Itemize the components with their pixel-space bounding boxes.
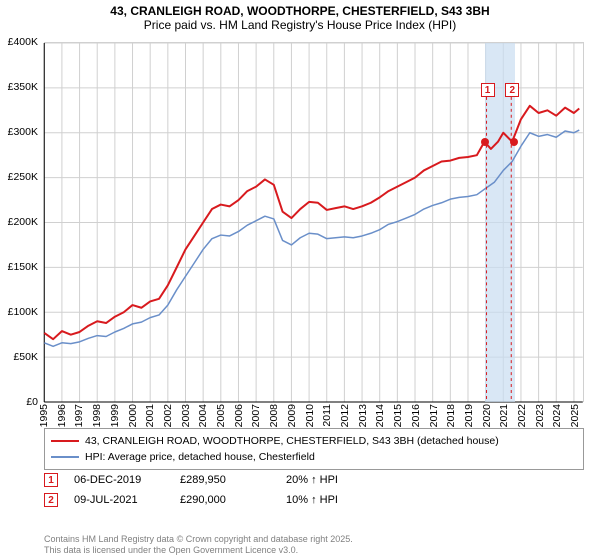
x-tick-label: 2024 [551,404,563,427]
y-tick-label: £250K [8,171,38,183]
x-tick-label: 2008 [268,404,280,427]
legend-row: HPI: Average price, detached house, Ches… [51,449,577,465]
sale-marker-icon: 1 [44,473,58,487]
sale-point-dot [481,138,489,146]
x-tick-label: 2020 [481,404,493,427]
legend-label: HPI: Average price, detached house, Ches… [85,451,315,463]
chart-plot-area: 12 [44,42,584,402]
x-tick-label: 2001 [144,404,156,427]
x-axis: 1995199619971998199920002001200220032004… [44,402,584,426]
x-tick-label: 1996 [56,404,68,427]
y-tick-label: £350K [8,81,38,93]
x-tick-label: 2023 [534,404,546,427]
x-tick-label: 2016 [410,404,422,427]
title-line2: Price paid vs. HM Land Registry's House … [8,18,592,32]
x-tick-label: 2019 [463,404,475,427]
x-tick-label: 2014 [374,404,386,427]
x-tick-label: 2011 [321,404,333,427]
sales-table: 1 06-DEC-2019 £289,950 20% ↑ HPI 2 09-JUL-202… [44,470,584,510]
x-tick-label: 2010 [304,404,316,427]
sale-delta: 10% ↑ HPI [286,494,376,506]
y-tick-label: £300K [8,126,38,138]
x-tick-label: 2013 [357,404,369,427]
sale-date: 09-JUL-2021 [74,494,164,506]
x-tick-label: 2006 [233,404,245,427]
x-tick-label: 1995 [38,404,50,427]
x-tick-label: 2018 [445,404,457,427]
sale-price: £290,000 [180,494,270,506]
sale-marker-icon: 2 [44,493,58,507]
footer: Contains HM Land Registry data © Crown c… [44,534,353,556]
title-line1: 43, CRANLEIGH ROAD, WOODTHORPE, CHESTERF… [8,4,592,18]
x-tick-label: 2021 [498,404,510,427]
x-tick-label: 2015 [392,404,404,427]
sale-point-dot [510,138,518,146]
y-tick-label: £200K [8,216,38,228]
y-tick-label: £100K [8,306,38,318]
x-tick-label: 2003 [180,404,192,427]
x-tick-label: 2005 [215,404,227,427]
chart-container: 43, CRANLEIGH ROAD, WOODTHORPE, CHESTERF… [0,0,600,560]
x-tick-label: 2007 [250,404,262,427]
legend-label: 43, CRANLEIGH ROAD, WOODTHORPE, CHESTERF… [85,435,499,447]
sale-marker-on-chart: 1 [481,83,495,97]
sale-row: 2 09-JUL-2021 £290,000 10% ↑ HPI [44,490,584,510]
y-tick-label: £150K [8,261,38,273]
sale-date: 06-DEC-2019 [74,474,164,486]
x-tick-label: 1998 [91,404,103,427]
y-tick-label: £50K [13,351,38,363]
x-tick-label: 2004 [197,404,209,427]
legend: 43, CRANLEIGH ROAD, WOODTHORPE, CHESTERF… [44,428,584,470]
y-axis: £0£50K£100K£150K£200K£250K£300K£350K£400… [0,42,42,402]
chart-series [44,43,583,402]
footer-line2: This data is licensed under the Open Gov… [44,545,353,556]
legend-swatch [51,440,79,442]
x-tick-label: 1999 [109,404,121,427]
x-tick-label: 1997 [73,404,85,427]
x-tick-label: 2009 [286,404,298,427]
sale-delta: 20% ↑ HPI [286,474,376,486]
x-tick-label: 2012 [339,404,351,427]
sale-row: 1 06-DEC-2019 £289,950 20% ↑ HPI [44,470,584,490]
chart-title: 43, CRANLEIGH ROAD, WOODTHORPE, CHESTERF… [0,0,600,34]
legend-row: 43, CRANLEIGH ROAD, WOODTHORPE, CHESTERF… [51,433,577,449]
footer-line1: Contains HM Land Registry data © Crown c… [44,534,353,545]
legend-swatch [51,456,79,458]
sale-price: £289,950 [180,474,270,486]
x-tick-label: 2017 [428,404,440,427]
y-tick-label: £400K [8,36,38,48]
x-tick-label: 2000 [127,404,139,427]
y-tick-label: £0 [26,396,38,408]
x-tick-label: 2002 [162,404,174,427]
sale-marker-on-chart: 2 [505,83,519,97]
x-tick-label: 2022 [516,404,528,427]
x-tick-label: 2025 [569,404,581,427]
